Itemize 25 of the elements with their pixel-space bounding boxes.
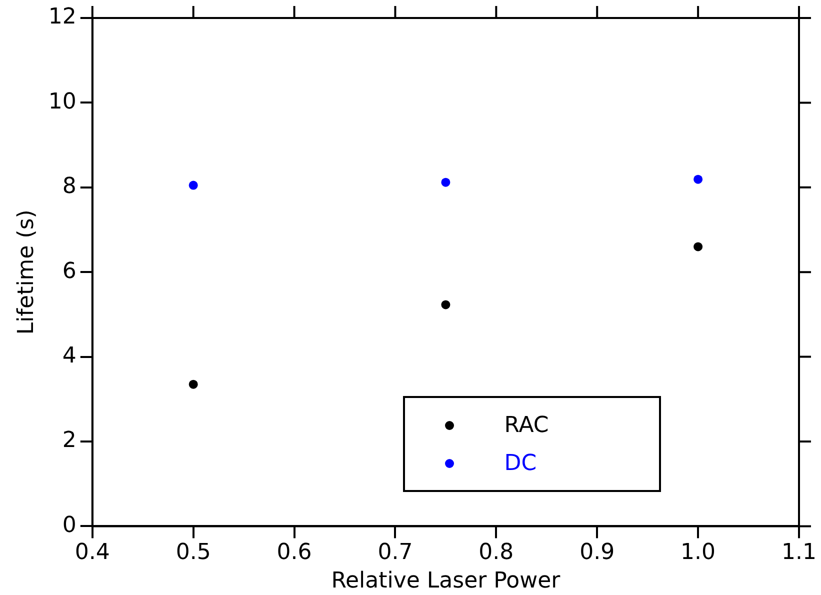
x-tick-label: 0.5 bbox=[176, 540, 211, 566]
point bbox=[441, 178, 450, 187]
y-axis-title: Lifetime (s) bbox=[14, 210, 39, 335]
x-tick-label: 0.6 bbox=[276, 540, 312, 566]
point bbox=[188, 380, 198, 389]
x-tick-label: 0.4 bbox=[74, 540, 110, 566]
legend-label: RAC bbox=[504, 412, 549, 438]
y-tick-label: 10 bbox=[48, 89, 76, 114]
point bbox=[694, 242, 703, 252]
y-tick-label: 4 bbox=[62, 344, 76, 369]
y-tick-label: 2 bbox=[62, 428, 76, 454]
point bbox=[441, 300, 450, 310]
x-axis-title: Relative Laser Power bbox=[331, 568, 562, 594]
y-tick-label: 0 bbox=[62, 512, 76, 538]
x-tick-label: 0.8 bbox=[478, 540, 514, 566]
point bbox=[694, 174, 703, 184]
x-tick-label: 0.9 bbox=[580, 540, 615, 566]
point bbox=[188, 180, 198, 190]
x-tick-label: 1.1 bbox=[782, 540, 816, 566]
legend-label: DC bbox=[504, 450, 537, 476]
x-tick-label: 0.7 bbox=[378, 540, 413, 566]
x-tick-label: 1.0 bbox=[680, 540, 716, 566]
y-tick-label: 12 bbox=[48, 4, 76, 30]
y-tick-label: 8 bbox=[62, 174, 76, 200]
y-tick-label: 6 bbox=[62, 258, 76, 284]
